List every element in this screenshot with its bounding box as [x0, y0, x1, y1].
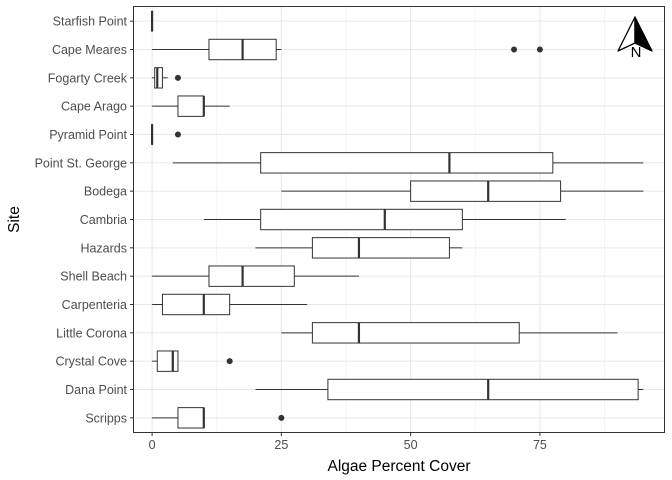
box-point-st-george	[172, 152, 644, 174]
north-arrow-label: N	[631, 44, 642, 61]
y-tick-label: Dana Point	[65, 383, 127, 397]
box-crystal-cove	[152, 350, 233, 372]
x-axis-ticks: 0 25 50 75	[149, 432, 547, 452]
y-tick-label: Cape Arago	[61, 100, 127, 114]
box-iqr	[177, 95, 205, 117]
y-tick-label: Hazards	[80, 241, 127, 255]
box-iqr	[177, 407, 205, 429]
y-tick-label: Shell Beach	[60, 270, 127, 284]
x-axis-title: Algae Percent Cover	[327, 458, 470, 475]
y-tick-label: Carpenteria	[62, 298, 127, 312]
box-carpenteria	[152, 293, 308, 316]
box-scripps	[152, 407, 285, 429]
box-pyramid-point	[150, 123, 181, 146]
y-tick-label: Fogarty Creek	[48, 71, 128, 85]
box-iqr	[311, 322, 520, 344]
outlier-point	[536, 46, 543, 53]
north-arrow: N	[617, 16, 653, 61]
y-tick-label: Bodega	[84, 185, 127, 199]
box-shell-beach	[152, 265, 359, 287]
box-dana-point	[255, 378, 644, 401]
north-arrow-right-half	[634, 16, 653, 52]
y-tick-label: Cape Meares	[52, 43, 127, 57]
y-tick-label: Little Corona	[56, 326, 127, 340]
box-cape-meares	[152, 38, 543, 61]
box-iqr	[311, 237, 450, 259]
box-iqr	[208, 265, 295, 287]
box-cape-arago	[152, 95, 230, 117]
box-iqr	[260, 208, 463, 231]
box-iqr	[161, 293, 231, 316]
outlier-point	[511, 46, 518, 53]
outlier-point	[226, 358, 233, 365]
x-tick-label: 0	[149, 438, 156, 452]
outlier-point	[174, 131, 181, 138]
outlier-point	[174, 74, 181, 81]
box-iqr	[410, 180, 562, 202]
y-axis-ticks: Scripps Dana Point Crystal Cove Little Coro…	[35, 15, 134, 425]
y-tick-label: Pyramid Point	[49, 128, 127, 142]
y-tick-label: Cambria	[80, 213, 127, 227]
box-hazards	[255, 237, 463, 259]
x-tick-label: 75	[533, 438, 547, 452]
box-iqr	[327, 378, 639, 401]
box-iqr	[154, 67, 163, 89]
box-cambria	[203, 208, 566, 231]
box-iqr	[156, 350, 179, 372]
y-axis-title: Site	[6, 206, 23, 233]
y-tick-label: Starfish Point	[53, 15, 128, 29]
box-iqr	[260, 152, 554, 174]
y-tick-label: Crystal Cove	[55, 355, 127, 369]
x-tick-label: 25	[274, 438, 288, 452]
box-bodega	[281, 180, 644, 202]
outlier-point	[278, 414, 285, 421]
box-series	[150, 10, 644, 429]
box-fogarty-creek	[152, 67, 181, 89]
box-little-corona	[281, 322, 618, 344]
y-tick-label: Scripps	[85, 411, 127, 425]
y-tick-label: Point St. George	[35, 156, 127, 170]
x-tick-label: 50	[404, 438, 418, 452]
